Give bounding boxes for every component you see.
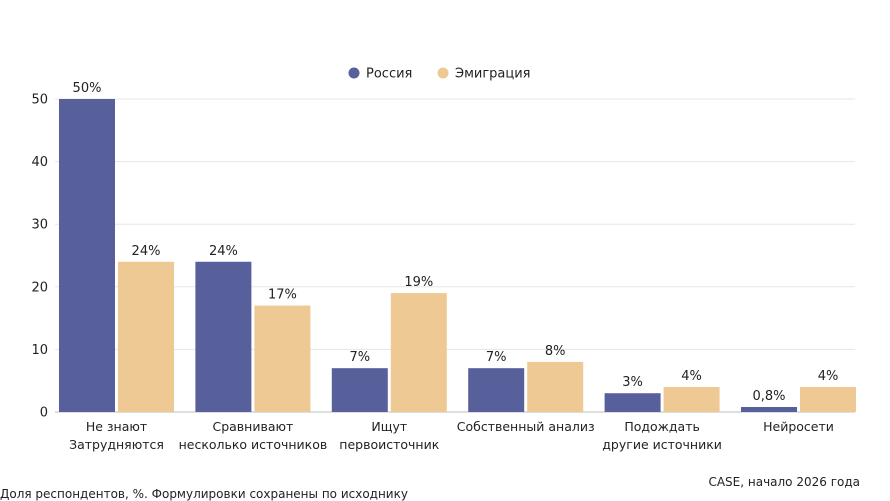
data-label: 7% — [486, 350, 507, 365]
category-labels: Не знают Затрудняются Сравнивают несколько … — [69, 419, 834, 452]
bar-russia — [468, 368, 525, 412]
bar-russia — [604, 393, 661, 412]
bar-emigration — [118, 261, 174, 412]
value-labels: 50% 24% 24% 17% 7% 19% 7% 8% 3% 4% 0,8% 4% — [73, 81, 839, 404]
legend: Россия Эмиграция — [348, 67, 531, 82]
bars — [59, 99, 856, 412]
bar-emigration — [800, 386, 856, 412]
legend-swatch — [437, 67, 449, 79]
data-label: 3% — [622, 375, 643, 390]
data-label: 19% — [404, 275, 433, 290]
category-label: Сравнивают — [212, 419, 293, 434]
y-tick-label: 30 — [31, 218, 48, 233]
legend-label: Россия — [366, 67, 412, 82]
y-tick-label: 10 — [31, 343, 48, 358]
bar-emigration — [254, 305, 311, 412]
data-label: 8% — [545, 344, 566, 359]
y-tick-label: 50 — [31, 93, 48, 108]
data-label: 24% — [209, 244, 238, 259]
y-axis-ticks: 0 10 20 30 40 50 — [31, 93, 48, 421]
data-label: 4% — [681, 369, 702, 384]
bar-emigration — [390, 293, 447, 412]
source-note: CASE, начало 2026 года — [708, 475, 860, 489]
category-label: Нейросети — [763, 419, 834, 434]
bar-russia — [331, 368, 388, 412]
category-label: первоисточник — [339, 437, 439, 452]
data-label: 7% — [349, 350, 370, 365]
y-tick-label: 40 — [31, 155, 48, 170]
category-label: Не знают — [86, 419, 147, 434]
bar-emigration — [527, 361, 584, 412]
legend-swatch — [348, 67, 360, 79]
category-label: несколько источников — [179, 437, 328, 452]
y-tick-label: 20 — [31, 280, 48, 295]
data-label: 50% — [73, 81, 102, 96]
category-label: Ищут — [371, 419, 407, 434]
category-label: другие источники — [602, 437, 722, 452]
data-label: 17% — [268, 288, 297, 303]
data-label: 24% — [132, 244, 161, 259]
y-tick-label: 0 — [40, 406, 48, 421]
legend-label: Эмиграция — [455, 67, 531, 82]
data-label: 0,8% — [752, 389, 785, 404]
bar-russia — [59, 99, 115, 412]
category-label: Подождать — [624, 419, 700, 434]
footnote: Доля респондентов, %. Формулировки сохра… — [0, 487, 408, 501]
data-label: 4% — [818, 369, 839, 384]
grid-lines — [55, 98, 855, 413]
category-label: Затрудняются — [69, 437, 164, 452]
bar-emigration — [663, 386, 720, 412]
bar-russia — [741, 406, 797, 412]
category-label: Собственный анализ — [457, 419, 595, 434]
bar-russia — [195, 261, 252, 412]
